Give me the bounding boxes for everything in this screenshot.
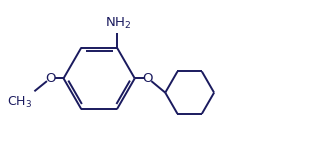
Text: CH$_3$: CH$_3$	[7, 95, 32, 110]
Text: O: O	[142, 72, 153, 85]
Text: O: O	[45, 72, 56, 85]
Text: NH$_2$: NH$_2$	[105, 15, 132, 31]
